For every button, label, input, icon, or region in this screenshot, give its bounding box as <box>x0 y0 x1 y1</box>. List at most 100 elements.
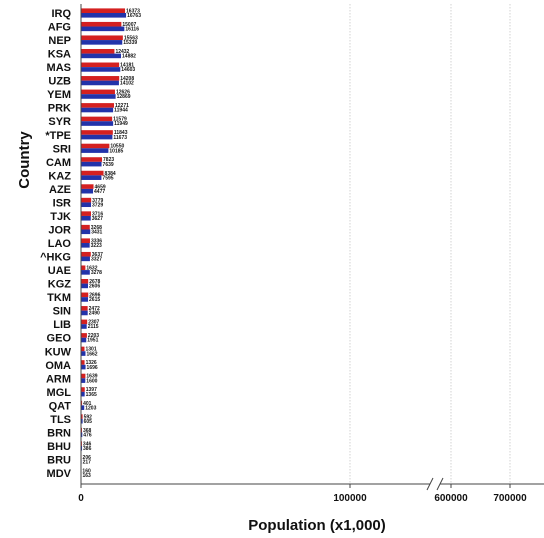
x-axis-title: Population (x1,000) <box>248 517 386 534</box>
bar-series1 <box>81 346 85 352</box>
bar-series2 <box>81 243 90 248</box>
data-label-series1: 3779 <box>92 198 103 204</box>
bar-series1 <box>81 414 83 419</box>
bar-series2 <box>81 148 109 153</box>
data-label-series2: 3627 <box>92 216 103 222</box>
axis-break-mark <box>426 477 434 491</box>
data-label-series1: 206 <box>83 455 92 461</box>
category-label: IRQ <box>51 8 71 20</box>
bar-series1 <box>81 265 86 271</box>
x-tick-label: 700000 <box>493 493 527 504</box>
category-label: JOR <box>48 224 71 236</box>
bar-series1 <box>81 89 115 95</box>
data-label-series1: 14181 <box>120 63 134 69</box>
bar-series1 <box>81 400 83 406</box>
bar-series1 <box>81 62 120 68</box>
data-label-series2: 2615 <box>89 297 100 303</box>
data-label-series1: 3268 <box>91 225 102 231</box>
data-label-series2: 1203 <box>85 405 96 411</box>
data-label-series1: 14208 <box>120 76 134 82</box>
bar-series1 <box>81 21 122 27</box>
data-label-series1: 2203 <box>88 333 99 339</box>
data-label-series1: 12271 <box>115 103 129 109</box>
data-label-series1: 1397 <box>86 387 97 393</box>
category-label: PRK <box>48 103 71 115</box>
category-label: OMA <box>45 360 71 372</box>
bar-series2 <box>81 67 121 72</box>
data-label-series2: 15339 <box>123 40 137 46</box>
data-label-series2: 163 <box>82 473 91 479</box>
category-label: BRN <box>47 427 71 439</box>
x-tick-label: 0 <box>78 493 84 504</box>
category-label: ^HKG <box>40 252 71 264</box>
data-label-series2: 16116 <box>125 27 139 33</box>
data-label-series1: 401 <box>83 401 92 407</box>
bar-series2 <box>81 121 114 126</box>
data-label-series1: 1326 <box>86 360 97 366</box>
bar-series1 <box>81 8 126 13</box>
bar-series2 <box>81 418 83 424</box>
bar-series1 <box>81 238 90 244</box>
data-label-series2: 2606 <box>89 284 100 290</box>
bar-series2 <box>81 297 89 302</box>
data-label-series2: 476 <box>83 432 92 438</box>
data-label-series2: 14603 <box>121 67 135 73</box>
bar-series2 <box>81 53 122 59</box>
data-label-series1: 2472 <box>89 306 100 312</box>
data-label-series2: 11944 <box>114 108 128 114</box>
bar-series1 <box>81 292 89 298</box>
category-label: SIN <box>53 306 71 318</box>
bar-series2 <box>81 337 87 343</box>
data-label-series1: 2696 <box>89 293 100 299</box>
bar-series1 <box>81 387 85 392</box>
data-label-series2: 3729 <box>92 202 103 208</box>
bar-series2 <box>81 283 89 289</box>
bar-series2 <box>81 215 91 221</box>
data-label-series2: 217 <box>83 459 92 465</box>
bar-series1 <box>81 170 104 176</box>
data-label-series1: 346 <box>83 441 92 447</box>
data-label-series2: 3431 <box>91 229 102 235</box>
data-label-series1: 3716 <box>92 211 103 217</box>
data-label-series1: 3637 <box>92 252 103 258</box>
bar-series2 <box>81 310 88 316</box>
data-label-series1: 160 <box>82 468 91 474</box>
category-label: TLS <box>50 414 71 426</box>
bar-series2 <box>81 161 102 167</box>
bar-series1 <box>81 373 86 379</box>
data-label-series1: 10550 <box>110 144 124 150</box>
bar-series2 <box>81 364 86 370</box>
bar-series2 <box>81 40 123 45</box>
category-label: NEP <box>48 35 71 47</box>
bar-series2 <box>81 13 127 18</box>
category-label: UAE <box>48 265 71 277</box>
data-label-series1: 12432 <box>115 49 129 55</box>
data-label-series1: 15563 <box>124 35 138 41</box>
data-label-series1: 368 <box>83 428 92 434</box>
bar-series1 <box>81 157 103 162</box>
data-label-series2: 1600 <box>86 378 97 384</box>
category-label: TKM <box>47 292 71 304</box>
data-label-series1: 592 <box>84 414 93 420</box>
category-label: LAO <box>48 238 72 250</box>
bar-series1 <box>81 116 113 122</box>
x-axis: 0 100000 600000 700000 <box>78 4 544 504</box>
data-label-series2: 7595 <box>102 175 113 181</box>
category-label: AFG <box>48 22 71 34</box>
data-label-series2: 1696 <box>87 365 98 371</box>
category-label: KAZ <box>48 170 71 182</box>
data-label-series2: 4477 <box>94 189 105 195</box>
bar-series2 <box>81 378 86 383</box>
bar-series1 <box>81 279 89 284</box>
category-label: TJK <box>50 211 71 223</box>
bar-series2 <box>81 256 90 262</box>
data-label-series1: 15007 <box>122 22 136 28</box>
category-label: KSA <box>48 49 71 61</box>
bar-series1 <box>81 103 115 108</box>
data-label-series2: 16763 <box>127 13 141 19</box>
y-axis-title: Country <box>16 131 33 189</box>
data-label-series2: 605 <box>84 419 93 425</box>
bar-series1 <box>81 306 88 311</box>
